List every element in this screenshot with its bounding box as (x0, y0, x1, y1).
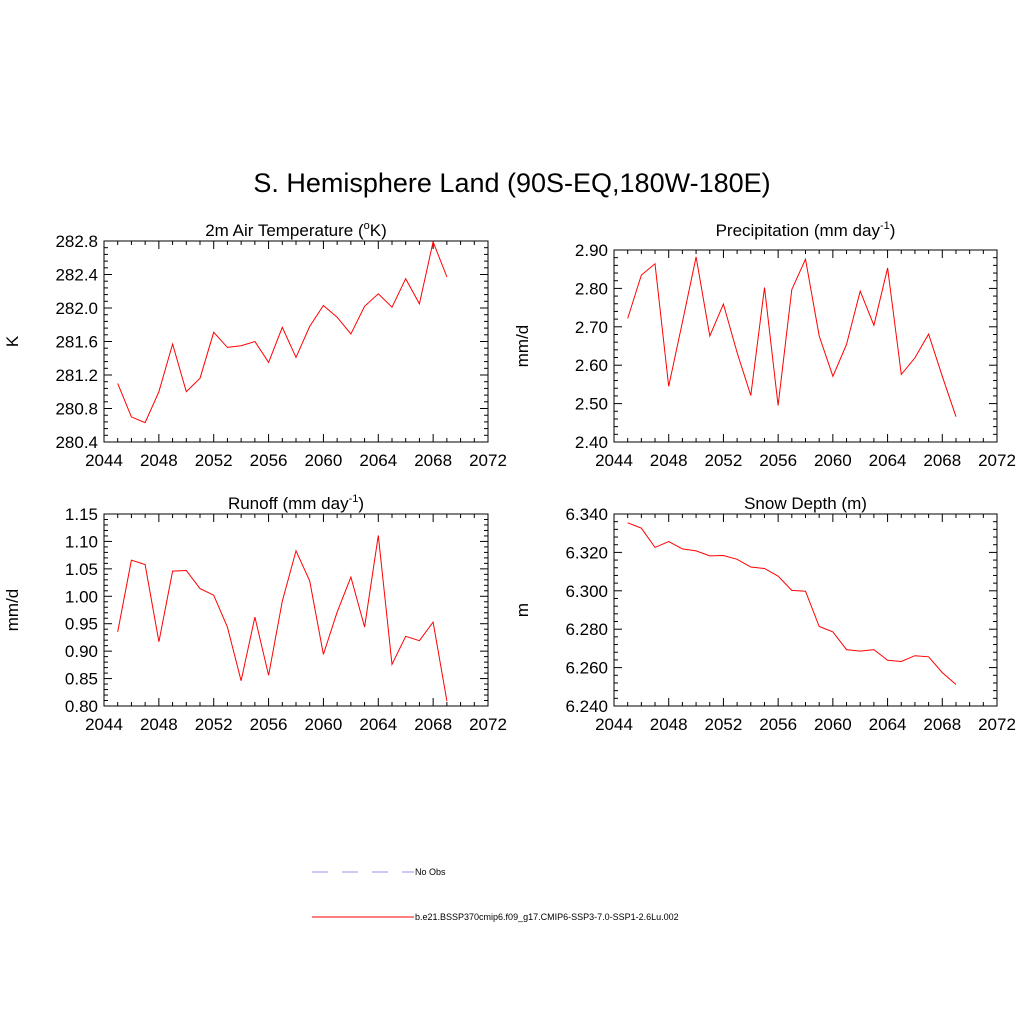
x-tick-label: 2060 (305, 451, 343, 470)
x-tick-label: 2052 (705, 715, 743, 734)
x-tick-label: 2048 (140, 451, 178, 470)
series-line (117, 240, 448, 424)
x-tick-label: 2048 (650, 451, 688, 470)
y-tick-label: 6.260 (565, 659, 608, 678)
x-tick-label: 2072 (978, 451, 1016, 470)
legend-label-model: b.e21.BSSP370cmip6.f09_g17.CMIP6-SSP3-7.… (415, 912, 679, 922)
x-tick-label: 2072 (978, 715, 1016, 734)
x-tick-label: 2068 (923, 715, 961, 734)
y-tick-label: 280.4 (55, 433, 98, 452)
y-tick-label: 2.40 (575, 433, 608, 452)
x-tick-label: 2064 (359, 451, 397, 470)
y-tick-label: 0.90 (65, 642, 98, 661)
y-tick-label: 1.15 (65, 505, 98, 524)
y-tick-label: 1.00 (65, 587, 98, 606)
legend-label-no-obs: No Obs (415, 867, 446, 877)
chart-panel-3: 2044 2048 2052 2056 2060 2064 2068 2072 0.80 0.85… (3, 493, 507, 734)
legend-swatch-no-obs (312, 871, 414, 873)
plot-frame (103, 513, 489, 707)
y-tick-label: 282.4 (55, 266, 98, 285)
plot-frame (103, 240, 489, 443)
x-tick-label: 2052 (195, 715, 233, 734)
y-axis-label: mm/d (513, 325, 532, 368)
x-tick-label: 2068 (923, 451, 961, 470)
panel-title: Precipitation (mm day-1) (716, 220, 896, 240)
x-tick-label: 2048 (650, 715, 688, 734)
plot-frame (613, 249, 998, 443)
chart-panel-4: 2044 2048 2052 2056 2060 2064 2068 2072 6.240 6.2… (513, 494, 1016, 734)
y-tick-label: 2.50 (575, 395, 608, 414)
x-tick-label: 2068 (414, 715, 452, 734)
y-tick-label: 6.300 (565, 582, 608, 601)
y-tick-label: 280.8 (55, 400, 98, 419)
x-tick-label: 2064 (869, 451, 907, 470)
x-tick-label: 2064 (869, 715, 907, 734)
y-tick-label: 6.320 (565, 543, 608, 562)
x-tick-label: 2072 (469, 715, 507, 734)
x-tick-label: 2048 (140, 715, 178, 734)
series-line (627, 256, 957, 417)
y-axis-label: K (3, 335, 22, 347)
x-tick-label: 2052 (705, 451, 743, 470)
y-tick-label: 282.0 (55, 299, 98, 318)
series-line (117, 535, 448, 702)
y-tick-label: 6.280 (565, 620, 608, 639)
x-tick-label: 2060 (305, 715, 343, 734)
x-tick-label: 2056 (759, 451, 797, 470)
x-tick-label: 2056 (250, 715, 288, 734)
y-tick-label: 281.6 (55, 333, 98, 352)
x-tick-label: 2068 (414, 451, 452, 470)
page-title: S. Hemisphere Land (90S-EQ,180W-180E) (253, 168, 771, 198)
chart-panel-2: 2044 2048 2052 2056 2060 2064 2068 2072 2.40 2.50… (513, 220, 1016, 470)
y-tick-label: 0.85 (65, 670, 98, 689)
legend-swatch-model (312, 916, 414, 918)
x-tick-label: 2060 (814, 715, 852, 734)
x-tick-label: 2056 (250, 451, 288, 470)
y-axis-label: mm/d (3, 589, 22, 632)
y-tick-label: 6.340 (565, 505, 608, 524)
x-tick-label: 2044 (595, 715, 633, 734)
y-tick-label: 2.70 (575, 318, 608, 337)
panel-title: Snow Depth (m) (744, 494, 867, 513)
y-axis-label: m (513, 603, 532, 617)
chart-panel-1: 2044 2048 2052 2056 2060 2064 2068 2072 280.4 280… (3, 220, 507, 470)
x-tick-label: 2044 (85, 451, 123, 470)
y-tick-label: 281.2 (55, 366, 98, 385)
x-tick-label: 2072 (469, 451, 507, 470)
y-tick-label: 2.90 (575, 241, 608, 260)
y-tick-label: 6.240 (565, 697, 608, 716)
y-tick-label: 1.10 (65, 532, 98, 551)
x-tick-label: 2060 (814, 451, 852, 470)
y-tick-label: 0.80 (65, 697, 98, 716)
series-line (627, 522, 957, 685)
x-tick-label: 2052 (195, 451, 233, 470)
x-tick-label: 2064 (359, 715, 397, 734)
y-tick-label: 2.80 (575, 279, 608, 298)
y-tick-label: 282.8 (55, 232, 98, 251)
x-tick-label: 2044 (595, 451, 633, 470)
panel-title: Runoff (mm day-1) (228, 493, 364, 513)
y-tick-label: 2.60 (575, 356, 608, 375)
y-tick-label: 1.05 (65, 560, 98, 579)
panel-title: 2m Air Temperature (oK) (205, 220, 387, 240)
y-tick-label: 0.95 (65, 615, 98, 634)
x-tick-label: 2044 (85, 715, 123, 734)
x-tick-label: 2056 (759, 715, 797, 734)
